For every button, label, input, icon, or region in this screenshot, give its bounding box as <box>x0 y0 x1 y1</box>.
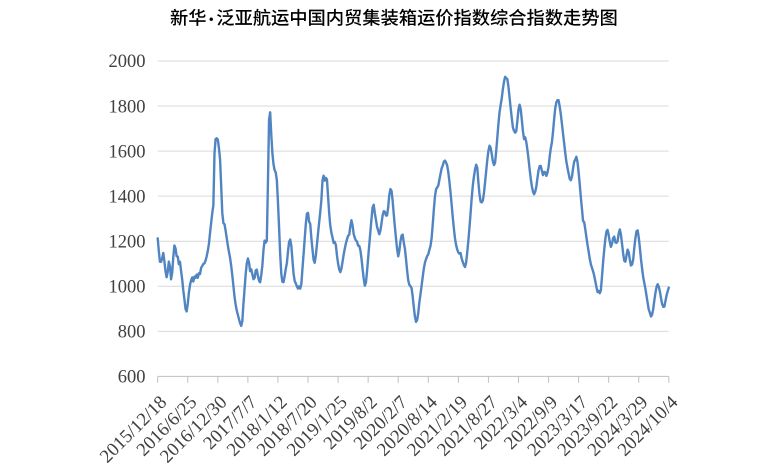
svg-text:1800: 1800 <box>109 97 146 117</box>
svg-text:800: 800 <box>118 323 146 343</box>
svg-text:600: 600 <box>118 368 146 388</box>
svg-text:1400: 1400 <box>109 187 146 207</box>
svg-text:2000: 2000 <box>109 52 146 72</box>
svg-text:1600: 1600 <box>109 142 146 162</box>
svg-text:1000: 1000 <box>109 277 146 297</box>
svg-text:1200: 1200 <box>109 232 146 252</box>
